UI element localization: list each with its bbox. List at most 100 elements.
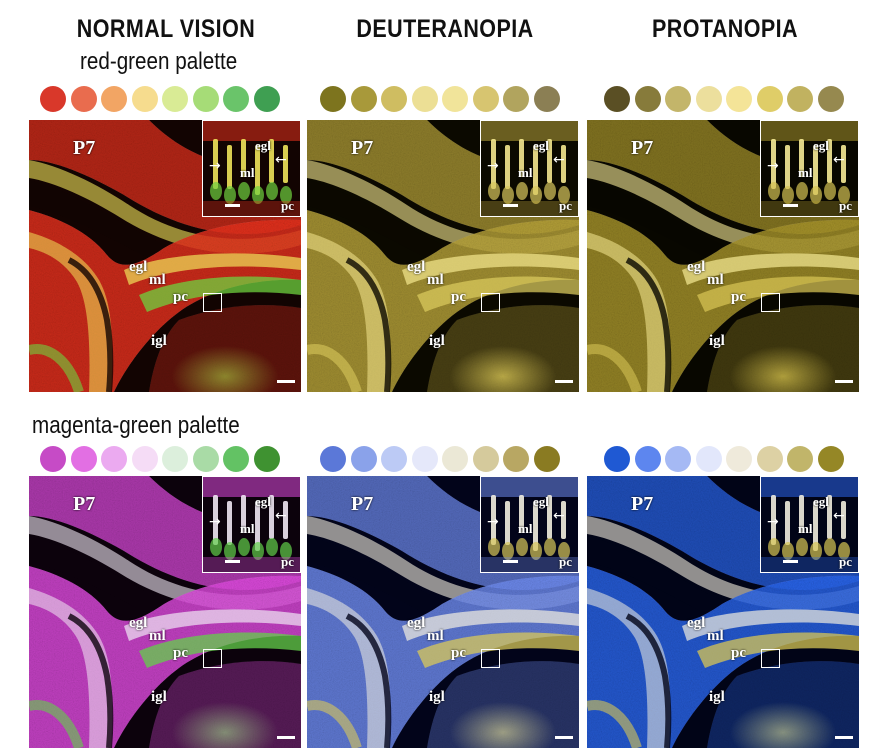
- color-swatch: [533, 446, 560, 472]
- inset-label-egl: egl: [533, 138, 549, 153]
- zoom-region-box: [481, 649, 500, 668]
- layer-label-ml: ml: [707, 272, 724, 288]
- inset-label-pc: pc: [559, 198, 572, 213]
- inset-label-ml: ml: [240, 521, 255, 536]
- arrow-right-icon: →: [487, 514, 499, 530]
- scale-bar: [277, 736, 295, 739]
- inset-label-ml: ml: [798, 165, 813, 180]
- arrow-right-icon: →: [209, 158, 221, 174]
- color-swatch: [223, 86, 249, 112]
- inset-scale-bar: [503, 204, 518, 207]
- stage-label: P7: [631, 137, 654, 159]
- color-swatch: [253, 86, 280, 112]
- swatch-row: [40, 86, 290, 114]
- color-swatch: [101, 446, 127, 472]
- color-swatch: [40, 86, 66, 112]
- inset-scale-bar: [503, 560, 518, 563]
- color-swatch: [604, 86, 630, 112]
- swatch-row: [604, 446, 854, 474]
- color-swatch: [223, 446, 249, 472]
- inset-scale-bar: [783, 560, 798, 563]
- layer-label-egl: egl: [407, 615, 426, 631]
- layer-label-pc: pc: [173, 289, 188, 305]
- layer-label-ml: ml: [149, 628, 166, 644]
- color-swatch: [726, 86, 752, 112]
- color-swatch: [70, 86, 97, 112]
- color-swatch: [787, 86, 813, 112]
- color-swatch: [320, 446, 346, 472]
- color-swatch: [533, 86, 560, 112]
- layer-label-igl: igl: [709, 689, 725, 705]
- layer-label-ml: ml: [149, 272, 166, 288]
- swatch-row: [40, 446, 290, 474]
- color-swatch: [726, 446, 752, 472]
- scale-bar: [277, 380, 295, 383]
- layer-label-egl: egl: [687, 259, 706, 275]
- micrograph-panel: egl ml pc → ← P7 egl ml pc igl: [587, 120, 859, 392]
- color-swatch: [350, 446, 377, 472]
- scale-bar: [555, 736, 573, 739]
- zoom-region-box: [203, 649, 222, 668]
- arrow-left-icon: ←: [553, 508, 565, 524]
- micrograph-panel: egl ml pc → ← P7 egl ml pc igl: [307, 120, 579, 392]
- color-swatch: [442, 446, 468, 472]
- inset-scale-bar: [783, 204, 798, 207]
- stage-label: P7: [351, 493, 374, 515]
- zoom-inset: egl ml pc → ←: [760, 120, 859, 217]
- inset-label-ml: ml: [518, 165, 533, 180]
- swatch-row: [604, 86, 854, 114]
- color-swatch: [817, 446, 844, 472]
- arrow-left-icon: ←: [275, 152, 287, 168]
- arrow-right-icon: →: [767, 514, 779, 530]
- layer-label-pc: pc: [731, 645, 746, 661]
- zoom-inset: egl ml pc → ←: [480, 476, 579, 573]
- layer-label-igl: igl: [151, 689, 167, 705]
- zoom-region-box: [203, 293, 222, 312]
- layer-label-igl: igl: [429, 333, 445, 349]
- color-swatch: [192, 86, 219, 112]
- color-swatch: [70, 446, 97, 472]
- micrograph-panel: egl ml pc → ← P7 egl ml pc igl: [29, 476, 301, 748]
- color-swatch: [634, 86, 661, 112]
- layer-label-igl: igl: [709, 333, 725, 349]
- layer-label-igl: igl: [429, 689, 445, 705]
- color-swatch: [162, 86, 188, 112]
- color-swatch: [472, 86, 499, 112]
- layer-label-ml: ml: [427, 628, 444, 644]
- color-swatch: [192, 446, 219, 472]
- scale-bar: [835, 736, 853, 739]
- color-swatch: [665, 86, 691, 112]
- color-swatch: [411, 86, 438, 112]
- swatch-row: [320, 86, 570, 114]
- inset-scale-bar: [225, 204, 240, 207]
- color-swatch: [131, 446, 158, 472]
- zoom-region-box: [761, 293, 780, 312]
- layer-label-pc: pc: [451, 289, 466, 305]
- color-swatch: [472, 446, 499, 472]
- layer-label-ml: ml: [427, 272, 444, 288]
- inset-label-pc: pc: [281, 198, 294, 213]
- color-swatch: [162, 446, 188, 472]
- color-swatch: [695, 446, 722, 472]
- micrograph-panel: egl ml pc → ← P7 egl ml pc igl: [307, 476, 579, 748]
- micrograph-panel: egl ml pc → ← P7 egl ml pc igl: [587, 476, 859, 748]
- column-title-deuteranopia: DEUTERANOPIA: [356, 15, 534, 43]
- color-swatch: [604, 446, 630, 472]
- zoom-region-box: [761, 649, 780, 668]
- inset-label-pc: pc: [559, 554, 572, 569]
- color-swatch: [787, 446, 813, 472]
- layer-label-pc: pc: [173, 645, 188, 661]
- color-swatch: [817, 86, 844, 112]
- inset-label-pc: pc: [281, 554, 294, 569]
- swatch-row: [320, 446, 570, 474]
- arrow-left-icon: ←: [833, 508, 845, 524]
- zoom-inset: egl ml pc → ←: [202, 120, 301, 217]
- inset-label-pc: pc: [839, 554, 852, 569]
- zoom-inset: egl ml pc → ←: [202, 476, 301, 573]
- palette-label-red-green: red-green palette: [80, 48, 238, 75]
- inset-label-ml: ml: [518, 521, 533, 536]
- color-swatch: [411, 446, 438, 472]
- stage-label: P7: [351, 137, 374, 159]
- layer-label-egl: egl: [129, 615, 148, 631]
- inset-label-egl: egl: [813, 138, 829, 153]
